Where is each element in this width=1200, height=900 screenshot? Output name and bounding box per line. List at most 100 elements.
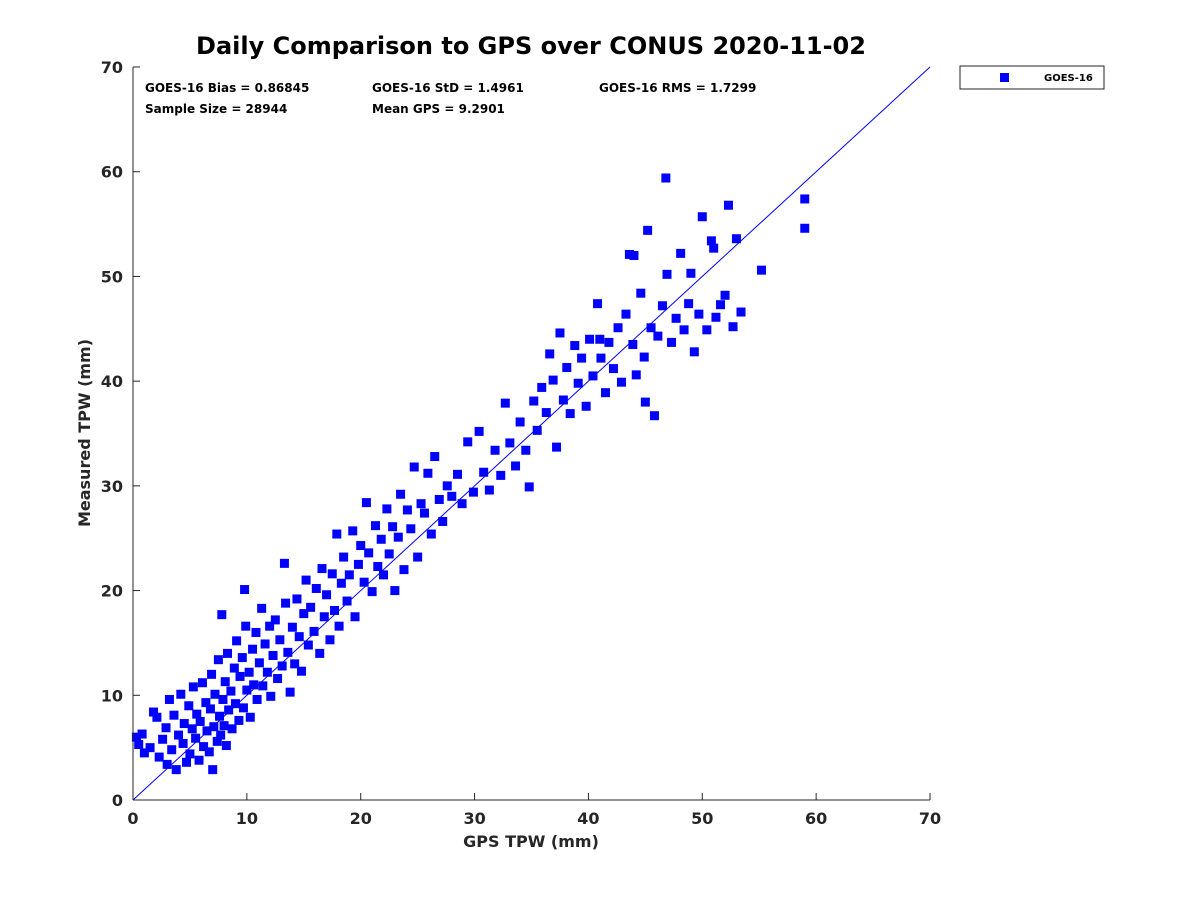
data-point: [265, 621, 275, 631]
data-point: [616, 377, 626, 387]
data-point: [217, 610, 227, 620]
data-point: [137, 729, 147, 739]
data-point: [334, 621, 344, 631]
data-point: [195, 716, 205, 726]
data-point: [162, 759, 172, 769]
data-point: [646, 323, 656, 333]
data-point: [686, 268, 696, 278]
data-point: [281, 598, 291, 608]
data-point: [581, 401, 591, 411]
data-point: [342, 596, 352, 606]
data-point: [209, 722, 219, 732]
data-point: [457, 499, 467, 509]
data-point: [409, 462, 419, 472]
data-point: [254, 658, 264, 668]
data-point: [532, 425, 542, 435]
data-point: [201, 698, 211, 708]
data-point: [662, 269, 672, 279]
data-point: [252, 694, 262, 704]
data-point: [636, 288, 646, 298]
data-point: [270, 615, 280, 625]
data-point: [585, 334, 595, 344]
data-point: [174, 730, 184, 740]
data-point: [242, 685, 252, 695]
stat-sample-size: Sample Size = 28944: [145, 102, 287, 116]
data-point: [202, 726, 212, 736]
data-point: [294, 632, 304, 642]
data-point: [430, 452, 440, 462]
x-tick-label: 0: [127, 809, 138, 828]
chart-title: Daily Comparison to GPS over CONUS 2020-…: [196, 32, 866, 60]
data-point: [496, 470, 506, 480]
data-point: [728, 322, 738, 332]
data-point: [262, 667, 272, 677]
x-tick-label: 30: [463, 809, 485, 828]
data-point: [192, 709, 202, 719]
data-point: [204, 747, 214, 757]
data-point: [702, 325, 712, 335]
data-point: [399, 565, 409, 575]
data-point: [336, 578, 346, 588]
data-point: [297, 666, 307, 676]
data-point: [447, 491, 457, 501]
data-point: [593, 299, 603, 309]
data-point: [279, 558, 289, 568]
data-point: [167, 745, 177, 755]
data-point: [667, 337, 677, 347]
data-point: [235, 671, 245, 681]
data-point: [207, 669, 217, 679]
data-point: [720, 290, 730, 300]
data-point: [356, 541, 366, 551]
data-point: [169, 710, 179, 720]
data-point: [706, 236, 716, 246]
data-point: [515, 417, 525, 427]
data-point: [306, 602, 316, 612]
data-point: [624, 249, 634, 259]
data-point: [524, 482, 534, 492]
x-tick-label: 50: [691, 809, 713, 828]
data-point: [232, 636, 242, 646]
data-point: [353, 559, 363, 569]
data-point: [731, 234, 741, 244]
data-point: [800, 194, 810, 204]
data-point: [268, 650, 278, 660]
data-point: [292, 594, 302, 604]
y-tick-label: 30: [101, 477, 123, 496]
data-point: [657, 301, 667, 311]
data-point: [588, 371, 598, 381]
data-point: [541, 408, 551, 418]
data-point: [419, 508, 429, 518]
data-point: [416, 499, 426, 509]
stat-rms: GOES-16 RMS = 1.7299: [599, 81, 756, 95]
data-point: [152, 712, 162, 722]
data-point: [382, 504, 392, 514]
data-point: [290, 659, 300, 669]
data-point: [275, 635, 285, 645]
data-point: [709, 243, 719, 253]
data-point: [145, 743, 155, 753]
data-point: [208, 765, 218, 775]
data-point: [319, 612, 329, 622]
data-point: [330, 605, 340, 615]
data-point: [479, 467, 489, 477]
data-point: [322, 590, 332, 600]
data-point: [248, 644, 258, 654]
y-axis-ticks: 0 10 20 30 40 50 60 70: [101, 58, 140, 810]
x-tick-label: 40: [577, 809, 599, 828]
data-point: [736, 307, 746, 317]
data-point: [220, 677, 230, 687]
data-point: [285, 687, 295, 697]
data-point: [197, 678, 207, 688]
data-point: [629, 250, 639, 260]
data-point: [205, 704, 215, 714]
x-tick-label: 70: [919, 809, 941, 828]
data-point: [649, 411, 659, 421]
data-point: [266, 691, 276, 701]
data-point: [229, 663, 239, 673]
data-point: [176, 689, 186, 699]
y-tick-label: 10: [101, 686, 123, 705]
data-point: [596, 353, 606, 363]
data-point: [484, 485, 494, 495]
data-point: [608, 364, 618, 374]
